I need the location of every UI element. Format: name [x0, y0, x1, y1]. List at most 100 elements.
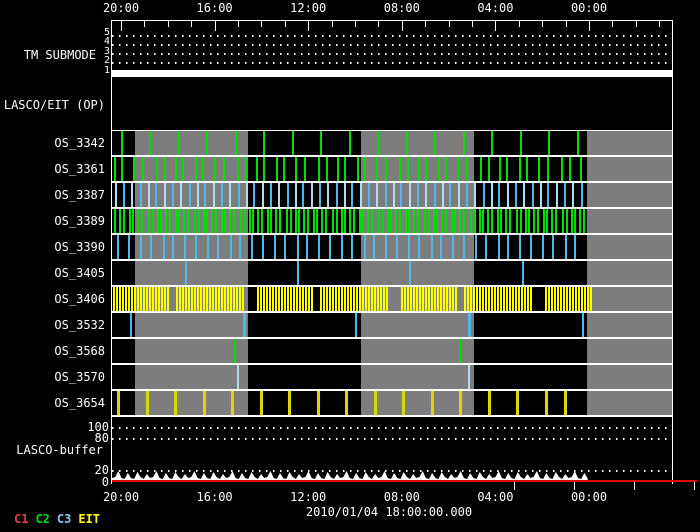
event-line	[459, 339, 461, 363]
event-line	[385, 183, 387, 207]
event-line	[133, 157, 135, 181]
event-line	[341, 235, 343, 259]
event-line	[236, 287, 238, 311]
event-line	[368, 287, 370, 311]
top-axis-tick	[542, 21, 544, 27]
event-line	[431, 391, 434, 415]
event-line	[356, 287, 358, 311]
event-line	[480, 157, 482, 181]
event-line	[237, 157, 239, 181]
event-line	[344, 287, 346, 311]
top-axis-tick	[448, 21, 450, 27]
event-line	[246, 183, 248, 207]
event-line	[176, 287, 178, 311]
event-line	[121, 131, 123, 155]
coverage-band	[135, 183, 248, 207]
event-line	[571, 209, 573, 233]
event-line	[165, 209, 167, 233]
top-axis-tick	[378, 21, 380, 27]
coverage-band	[135, 365, 248, 389]
event-line	[440, 287, 442, 311]
event-line	[293, 287, 295, 311]
event-line	[252, 209, 254, 233]
event-line	[260, 287, 262, 311]
event-line	[364, 235, 366, 259]
event-line	[295, 157, 297, 181]
event-line	[457, 157, 459, 181]
event-line	[245, 157, 247, 181]
event-line	[244, 209, 246, 233]
event-line	[262, 235, 264, 259]
event-line	[463, 131, 465, 155]
event-line	[182, 157, 184, 181]
event-line	[316, 209, 318, 233]
event-line	[569, 157, 571, 181]
event-line	[548, 287, 550, 311]
coverage-band	[587, 235, 672, 259]
coverage-band	[587, 261, 672, 285]
event-line	[132, 209, 134, 233]
event-line	[551, 209, 553, 233]
event-line	[150, 235, 152, 259]
bottom-time-label: 00:00	[570, 490, 608, 504]
event-line	[227, 287, 229, 311]
event-line	[142, 157, 144, 181]
bottom-time-label: 20:00	[102, 490, 140, 504]
event-line	[488, 391, 491, 415]
event-line	[564, 183, 566, 207]
event-line	[491, 287, 493, 311]
coverage-band	[587, 131, 672, 155]
event-line	[417, 209, 419, 233]
event-line	[215, 287, 217, 311]
top-time-label: 08:00	[383, 1, 420, 15]
event-line	[233, 287, 235, 311]
event-line	[261, 209, 263, 233]
event-line	[487, 209, 489, 233]
event-line	[378, 209, 380, 233]
top-axis-tick	[472, 21, 473, 27]
event-line	[249, 209, 251, 233]
event-line	[483, 183, 485, 207]
camera-legend: C1 C2 C3 EIT	[14, 512, 100, 526]
event-line	[179, 287, 181, 311]
event-line	[418, 157, 420, 181]
event-line	[320, 131, 322, 155]
event-line	[367, 209, 369, 233]
event-line	[203, 287, 205, 311]
event-line	[178, 209, 180, 233]
event-line	[221, 287, 223, 311]
event-line	[582, 313, 584, 337]
event-line	[146, 391, 149, 415]
event-line	[292, 131, 294, 155]
event-line	[574, 235, 576, 259]
buffer-gridline	[112, 470, 672, 472]
event-line	[217, 235, 219, 259]
event-line	[383, 287, 385, 311]
event-line	[209, 287, 211, 311]
event-line	[169, 209, 171, 233]
coverage-band	[361, 131, 474, 155]
coverage-band	[587, 183, 672, 207]
event-line	[281, 287, 283, 311]
row-label-os_3405: OS_3405	[54, 266, 105, 280]
event-line	[172, 235, 174, 259]
event-line	[185, 261, 187, 285]
event-line	[396, 235, 398, 259]
event-line	[121, 157, 123, 181]
event-line	[527, 287, 529, 311]
tm-level-tick-label: 3	[103, 45, 110, 57]
event-line	[158, 287, 160, 311]
event-line	[302, 287, 304, 311]
event-line	[499, 157, 501, 181]
event-line	[116, 287, 118, 311]
event-line	[290, 287, 292, 311]
event-line	[329, 287, 331, 311]
event-line	[519, 235, 521, 259]
event-line	[545, 391, 548, 415]
event-line	[374, 287, 376, 311]
bottom-axis-tick	[694, 481, 695, 490]
event-line	[485, 287, 487, 311]
event-line	[146, 287, 148, 311]
event-line	[575, 287, 577, 311]
tm-gridline	[112, 35, 672, 37]
